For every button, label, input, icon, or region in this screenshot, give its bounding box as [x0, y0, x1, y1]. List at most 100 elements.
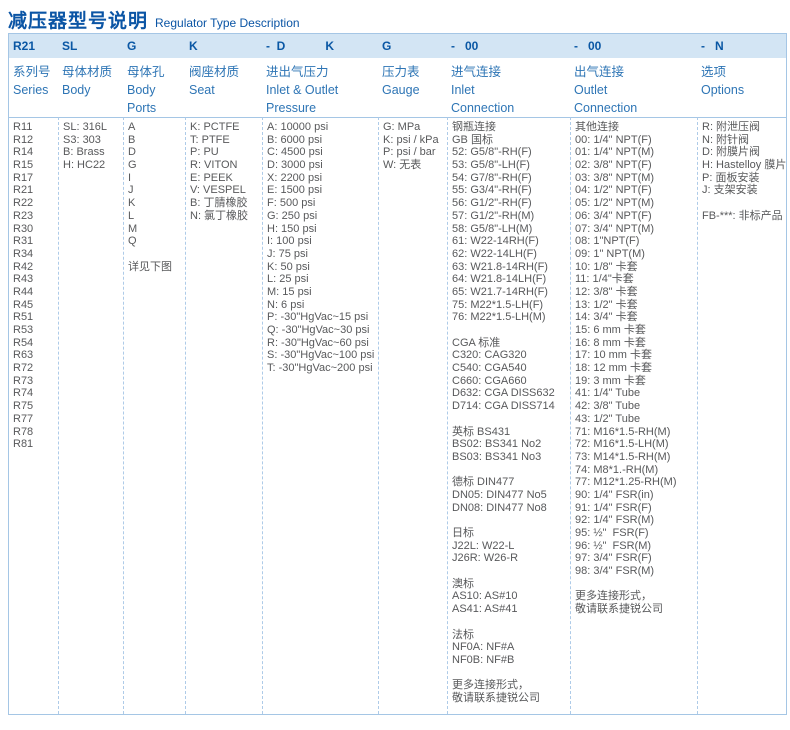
- body-line: 12: 3/8" 卡套: [575, 285, 638, 298]
- column-code: SL: [58, 34, 123, 58]
- body-line: B: 丁腈橡胶: [190, 197, 248, 210]
- body-line: C320: CAG320: [452, 349, 527, 362]
- body-line: R12: [13, 133, 34, 146]
- body-line: 敬请联系捷锐公司: [452, 691, 540, 704]
- column-label-en: Gauge: [382, 83, 420, 97]
- table-column: G 压力表 Gauge G: MPa K: psi / kPa P: psi / b…: [378, 34, 447, 714]
- body-line: 65: W21.7-14RH(F): [452, 285, 548, 298]
- column-header: 进出气压力 Inlet & Outlet Pressure: [262, 58, 378, 117]
- column-label-en: Inlet Connection: [451, 83, 515, 115]
- body-line: R17: [13, 171, 34, 184]
- column-label-cn: 系列号: [13, 65, 51, 79]
- body-line: A: [128, 121, 136, 133]
- table-column: - D K 进出气压力 Inlet & Outlet Pressure A: 1…: [262, 34, 378, 714]
- body-line: R11: [13, 121, 33, 133]
- body-line: S3: 303: [63, 133, 101, 146]
- body-line: DN05: DIN477 No5: [452, 488, 547, 501]
- body-line: J: [128, 184, 134, 197]
- body-line: K: psi / kPa: [383, 133, 439, 146]
- column-header: 选项 Options: [697, 58, 786, 117]
- body-line: 91: 1/4" FSR(F): [575, 501, 652, 514]
- body-line: R44: [13, 285, 34, 298]
- column-body: 钢瓶连接 GB 国标 52: G5/8"-RH(F) 53: G5/8"-LH(F) 5…: [447, 117, 570, 714]
- body-line: 09: 1" NPT(M): [575, 247, 645, 260]
- body-line: 16: 8 mm 卡套: [575, 336, 646, 349]
- body-line: H: 150 psi: [267, 222, 317, 235]
- body-line: [452, 514, 569, 527]
- body-line: R77: [13, 412, 34, 425]
- body-line: 15: 6 mm 卡套: [575, 324, 646, 336]
- column-header: 阀座材质 Seat: [185, 58, 262, 117]
- column-label-cn: 出气连接: [574, 65, 625, 79]
- body-line: FB-***: 非标产品: [702, 209, 783, 222]
- body-line: 73: M14*1.5-RH(M): [575, 450, 671, 463]
- body-line: J: 75 psi: [267, 247, 308, 260]
- column-body: R: 附泄压阀 N: 附针阀 D: 附膜片阀 H: Hastelloy 膜片 P: 面板…: [697, 117, 786, 714]
- column-body: 其他连接 00: 1/4" NPT(F) 01: 1/4" NPT(M) 02: 3/…: [570, 117, 697, 714]
- body-line: [452, 667, 569, 680]
- body-line: P: PU: [190, 146, 219, 159]
- table-column: SL 母体材质 Body SL: 316L S3: 303 B: Brass H: H…: [58, 34, 123, 714]
- body-line: [575, 578, 696, 591]
- body-line: I: 100 psi: [267, 235, 312, 248]
- body-line: 13: 1/2" 卡套: [575, 298, 638, 311]
- body-line: R14: [13, 146, 34, 159]
- column-body: A: 10000 psi B: 6000 psi C: 4500 psi D: 300…: [262, 117, 378, 714]
- table-column: - 00 出气连接 Outlet Connection 其他连接 00: 1/4"…: [570, 34, 697, 714]
- column-label-cn: 进出气压力: [266, 65, 329, 79]
- column-label-cn: 母体材质: [62, 65, 113, 79]
- body-line: 08: 1"NPT(F): [575, 235, 640, 248]
- body-line: B: 6000 psi: [267, 133, 323, 146]
- body-line: R74: [13, 387, 34, 400]
- body-line: AS10: AS#10: [452, 590, 518, 603]
- column-header: 进气连接 Inlet Connection: [447, 58, 570, 117]
- body-line: 92: 1/4" FSR(M): [575, 514, 655, 527]
- body-line: R34: [13, 247, 34, 260]
- column-label-cn: 进气连接: [451, 65, 502, 79]
- body-line: R53: [13, 324, 34, 336]
- body-line: 11: 1/4"卡套: [575, 273, 634, 286]
- body-line: 71: M16*1.5-RH(M): [575, 425, 671, 438]
- body-line: 钢瓶连接: [452, 121, 496, 133]
- body-line: 53: G5/8"-LH(F): [452, 159, 530, 172]
- body-line: D632: CGA DISS632: [452, 387, 555, 400]
- body-line: 17: 10 mm 卡套: [575, 349, 653, 362]
- body-line: 74: M8*1.-RH(M): [575, 463, 659, 476]
- body-line: 43: 1/2" Tube: [575, 412, 641, 425]
- column-code: K: [185, 34, 262, 58]
- table-column: K 阀座材质 Seat K: PCTFE T: PTFE P: PU R: VITON…: [185, 34, 262, 714]
- column-body: G: MPa K: psi / kPa P: psi / bar W: 无表: [378, 117, 447, 714]
- body-line: B: [128, 133, 136, 146]
- body-line: [452, 616, 569, 629]
- body-line: 详见下图: [128, 260, 172, 273]
- body-line: BS03: BS341 No3: [452, 450, 542, 463]
- column-label-en: Series: [13, 83, 49, 97]
- body-line: 00: 1/4" NPT(F): [575, 133, 652, 146]
- body-line: 英标 BS431: [452, 425, 511, 438]
- body-line: 41: 1/4" Tube: [575, 387, 641, 400]
- body-line: D: 附膜片阀: [702, 146, 761, 159]
- body-line: R43: [13, 273, 34, 286]
- body-line: K: 50 psi: [267, 260, 310, 273]
- body-line: G: [128, 159, 137, 172]
- body-line: R81: [13, 438, 34, 451]
- body-line: 57: G1/2"-RH(M): [452, 209, 535, 222]
- body-line: 澳标: [452, 577, 474, 590]
- body-line: 10: 1/8" 卡套: [575, 260, 638, 273]
- body-line: 德标 DIN477: [452, 476, 515, 489]
- column-label-en: Body: [62, 83, 91, 97]
- table-column: R21 系列号 Series R11 R12 R14 R15 R17 R21 R22 R23 R…: [9, 34, 58, 714]
- body-line: H: HC22: [63, 159, 106, 172]
- body-line: SL: 316L: [63, 121, 108, 133]
- body-line: R31: [13, 235, 34, 248]
- body-line: 03: 3/8" NPT(M): [575, 171, 655, 184]
- body-line: L: [128, 209, 135, 222]
- body-line: 62: W22-14LH(F): [452, 247, 537, 260]
- column-code: - N: [697, 34, 786, 58]
- body-line: D: [128, 146, 136, 159]
- body-line: R72: [13, 362, 34, 375]
- body-line: R22: [13, 197, 34, 210]
- body-line: C540: CGA540: [452, 362, 527, 375]
- body-line: BS02: BS341 No2: [452, 438, 542, 451]
- body-line: R: -30"HgVac~60 psi: [267, 336, 369, 349]
